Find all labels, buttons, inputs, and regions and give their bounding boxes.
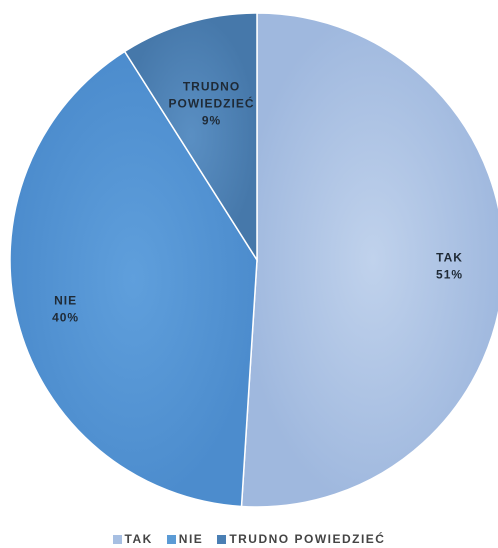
legend-label-trudno-powiedziec: TRUDNO POWIEDZIEĆ <box>229 532 386 546</box>
pie-slice-nie <box>9 50 258 508</box>
slice-label-trudno-powiedziec: TRUDNO POWIEDZIEĆ 9% <box>169 79 255 127</box>
legend-label-nie: NIE <box>178 532 204 546</box>
pie-slice-tak <box>240 12 498 508</box>
legend-swatch-trudno-powiedziec <box>217 534 227 544</box>
legend-label-tak: TAK <box>124 532 153 546</box>
slice-label-nie: NIE 40% <box>52 294 79 325</box>
pie-slice-trudno-powiedziec <box>123 12 258 263</box>
legend-swatch-nie <box>166 534 176 544</box>
legend-item-tak: TAK <box>112 532 153 546</box>
legend: TAK NIE TRUDNO POWIEDZIEĆ <box>0 530 498 548</box>
legend-swatch-tak <box>112 534 122 544</box>
pie-chart: TAK 51% NIE 40% TRUDNO POWIEDZIEĆ 9% <box>9 12 498 508</box>
legend-item-trudno-powiedziec: TRUDNO POWIEDZIEĆ <box>217 532 385 546</box>
slice-label-tak: TAK 51% <box>436 251 463 282</box>
legend-item-nie: NIE <box>166 532 204 546</box>
